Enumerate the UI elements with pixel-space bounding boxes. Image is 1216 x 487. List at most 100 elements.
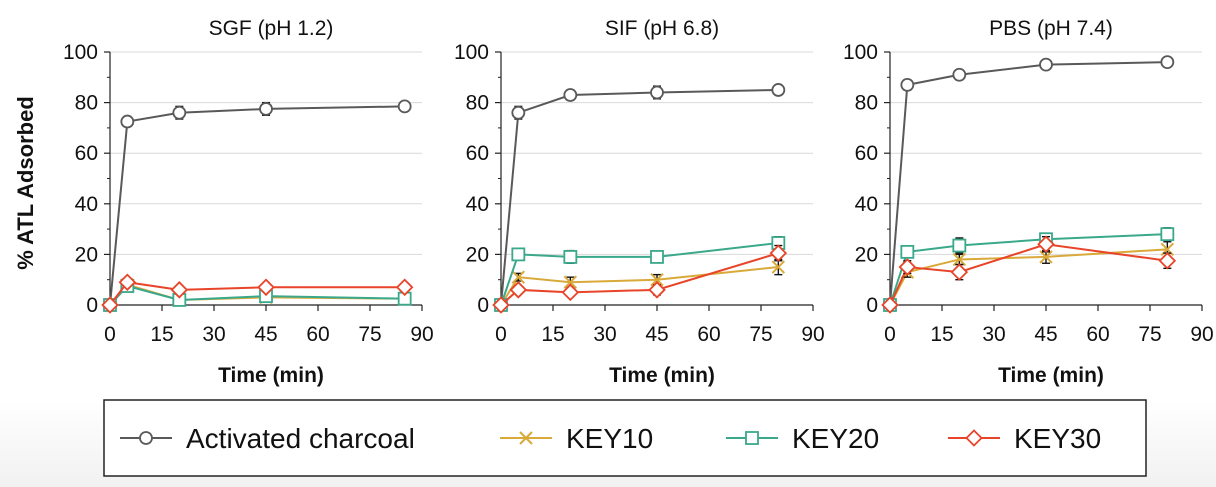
data-point (563, 250, 578, 264)
chart-panel-sgf-ph-1-2: 0 20 40 60 80 100 0 15 30 45 60 75 90 SGF (pH 1.2) Tim… (63, 17, 434, 387)
legend: Activated charcoal KEY10 KEY20 KEY30 (103, 399, 1147, 477)
data-point (101, 296, 119, 314)
series-line (500, 88, 779, 306)
y-tick-label: 80 (855, 92, 878, 115)
data-point (397, 99, 412, 114)
y-axis-label: % ATL Adsorbed (13, 96, 38, 270)
data-point (648, 281, 666, 299)
x-tick-label: 60 (697, 323, 720, 346)
y-tick-label: 0 (477, 294, 489, 317)
legend-label: KEY10 (566, 423, 653, 454)
data-point (952, 67, 967, 82)
series-line (889, 243, 1168, 306)
legend-marker (745, 431, 759, 445)
y-tick-label: 80 (75, 92, 98, 115)
series-line (889, 248, 1168, 306)
data-point (1039, 250, 1053, 264)
data-point (118, 273, 137, 292)
chart-title: PBS (pH 7.4) (989, 17, 1113, 40)
data-point (898, 258, 917, 276)
x-tick-label: 15 (541, 323, 564, 346)
series-key10 (103, 278, 412, 312)
chart-title: SGF (pH 1.2) (209, 17, 334, 40)
x-tick-label: 45 (254, 323, 277, 346)
y-tick-label: 60 (466, 142, 489, 165)
x-axis-label: Time (min) (218, 364, 324, 387)
chart-title: SIF (pH 6.8) (605, 17, 719, 40)
x-tick-label: 0 (104, 323, 116, 346)
x-tick-label: 60 (306, 323, 329, 346)
x-tick-label: 15 (150, 323, 173, 346)
data-point (120, 114, 135, 129)
y-tick-label: 40 (855, 193, 878, 216)
series-key20 (494, 235, 786, 312)
x-tick-label: 60 (1086, 323, 1109, 346)
x-tick-label: 0 (884, 323, 896, 346)
data-point (259, 102, 273, 116)
series-line (500, 242, 779, 306)
x-tick-label: 90 (1190, 323, 1213, 346)
data-point (1039, 57, 1053, 72)
data-point (881, 296, 899, 314)
x-tick-label: 15 (930, 323, 953, 346)
legend-marker (139, 431, 153, 445)
x-tick-label: 75 (749, 323, 772, 346)
chart-panel-pbs-ph-7-4: 0 20 40 60 80 100 0 15 30 45 60 75 90 PBS (pH 7.4) Tim… (843, 17, 1214, 387)
data-point (650, 250, 664, 264)
y-tick-label: 60 (75, 142, 98, 165)
series-line (109, 105, 405, 306)
data-point (900, 244, 915, 259)
data-point (395, 278, 414, 297)
data-point (952, 252, 967, 267)
y-tick-label: 20 (466, 243, 489, 266)
x-tick-label: 90 (410, 323, 433, 346)
data-point (950, 263, 969, 281)
legend-label: KEY30 (1014, 423, 1101, 454)
y-tick-label: 60 (855, 142, 878, 165)
data-point (952, 238, 967, 253)
data-point (511, 105, 526, 120)
legend-item-key20: KEY20 (726, 423, 879, 454)
series-key30 (101, 273, 414, 314)
x-tick-label: 0 (495, 323, 507, 346)
data-point (257, 278, 275, 297)
data-point (511, 270, 526, 284)
y-tick-label: 100 (454, 41, 489, 64)
series-line (500, 266, 779, 306)
x-axis-label: Time (min) (609, 364, 715, 387)
x-tick-label: 30 (982, 323, 1005, 346)
legend-label: KEY20 (792, 423, 879, 454)
y-tick-label: 80 (466, 92, 489, 115)
legend-marker (965, 429, 983, 447)
y-tick-label: 40 (466, 193, 489, 216)
data-point (1158, 251, 1177, 270)
series-key30 (881, 235, 1177, 314)
legend-item-activated-charcoal: Activated charcoal (120, 423, 415, 454)
y-tick-label: 100 (63, 41, 98, 64)
data-point (650, 85, 664, 100)
data-point (769, 244, 788, 262)
data-point (509, 281, 528, 299)
series-line (109, 284, 405, 306)
data-point (1037, 235, 1055, 254)
y-tick-label: 100 (843, 41, 878, 64)
data-point (650, 272, 664, 287)
legend-item-key30: KEY30 (948, 423, 1101, 454)
data-point (170, 281, 189, 299)
y-tick-label: 40 (75, 193, 98, 216)
x-tick-label: 30 (202, 323, 225, 346)
x-tick-label: 75 (1138, 323, 1161, 346)
legend-item-key10: KEY10 (500, 423, 653, 454)
x-tick-label: 45 (1034, 323, 1057, 346)
x-tick-label: 30 (593, 323, 616, 346)
series-activated-charcoal (103, 99, 412, 312)
data-point (900, 77, 915, 92)
y-tick-label: 0 (866, 294, 878, 317)
data-point (563, 275, 578, 289)
chart-panel-sif-ph-6-8: 0 20 40 60 80 100 0 15 30 45 60 75 90 SIF (pH 6.8) Tim… (454, 17, 825, 387)
y-tick-label: 0 (86, 294, 98, 317)
data-point (172, 105, 187, 120)
series-key10 (494, 258, 786, 312)
data-point (1160, 227, 1175, 242)
